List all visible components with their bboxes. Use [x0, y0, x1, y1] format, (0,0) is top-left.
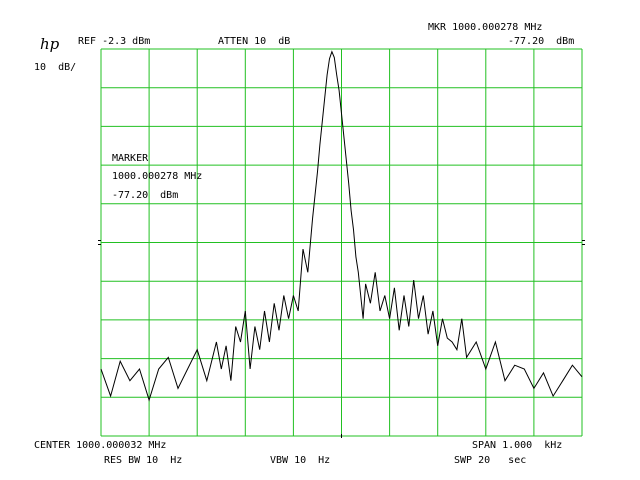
resolution-bandwidth: RES BW 10 Hz [104, 455, 183, 466]
spectrum-trace [100, 50, 583, 402]
marker-box-frequency: 1000.000278 MHz [112, 171, 203, 182]
scale-per-division: 10 dB/ [34, 62, 77, 73]
hp-logo: hp [40, 35, 60, 53]
marker-level-readout: -77.20 dBm [508, 36, 575, 47]
reference-level: REF -2.3 dBm [78, 36, 151, 47]
center-frequency: CENTER 1000.000032 MHz [34, 440, 167, 451]
attenuation: ATTEN 10 dB [218, 36, 291, 47]
marker-box-level: -77.20 dBm [112, 190, 179, 201]
marker-frequency-readout: MKR 1000.000278 MHz [428, 22, 543, 33]
side-ticks [98, 240, 585, 438]
frequency-span: SPAN 1.000 kHz [472, 440, 563, 451]
video-bandwidth: VBW 10 Hz [270, 455, 331, 466]
graticule [100, 48, 583, 437]
sweep-time: SWP 20 sec [454, 455, 527, 466]
marker-box-title: MARKER [112, 153, 149, 164]
